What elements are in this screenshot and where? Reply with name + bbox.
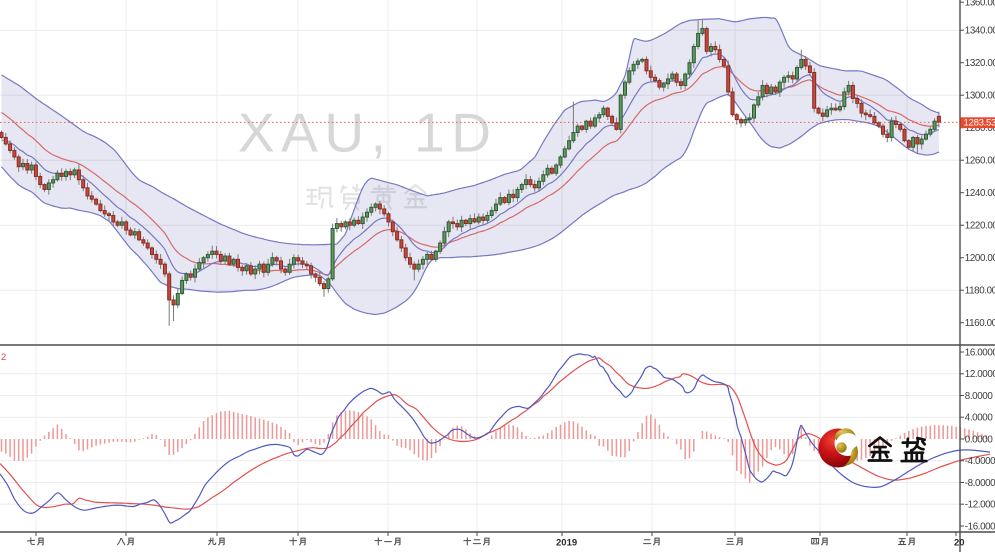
svg-text:1180.00: 1180.00	[965, 286, 995, 297]
svg-text:1220.00: 1220.00	[965, 221, 995, 232]
svg-text:1360.00: 1360.00	[965, 0, 995, 9]
svg-text:1280.00: 1280.00	[965, 123, 995, 134]
svg-text:1160.00: 1160.00	[965, 318, 995, 329]
svg-text:-8.0000: -8.0000	[965, 478, 995, 489]
svg-text:0.0000: 0.0000	[965, 434, 994, 445]
svg-text:1260.00: 1260.00	[965, 156, 995, 167]
svg-text:1240.00: 1240.00	[965, 188, 995, 199]
svg-text:12.0000: 12.0000	[965, 369, 995, 380]
svg-text:2: 2	[1, 352, 6, 363]
svg-text:-12.0000: -12.0000	[965, 500, 995, 511]
svg-text:XAU, 1D: XAU, 1D	[238, 102, 497, 164]
svg-text:16.0000: 16.0000	[965, 347, 995, 358]
svg-text:2019: 2019	[556, 538, 577, 549]
svg-text:20: 20	[954, 538, 965, 549]
svg-text:-16.0000: -16.0000	[965, 521, 995, 532]
svg-text:1320.00: 1320.00	[965, 58, 995, 69]
svg-text:1340.00: 1340.00	[965, 26, 995, 37]
svg-text:8.0000: 8.0000	[965, 391, 994, 402]
svg-text:1300.00: 1300.00	[965, 91, 995, 102]
svg-text:1283.53: 1283.53	[964, 118, 995, 129]
svg-text:4.0000: 4.0000	[965, 413, 994, 424]
svg-text:1200.00: 1200.00	[965, 253, 995, 264]
svg-text:-4.0000: -4.0000	[965, 456, 995, 467]
